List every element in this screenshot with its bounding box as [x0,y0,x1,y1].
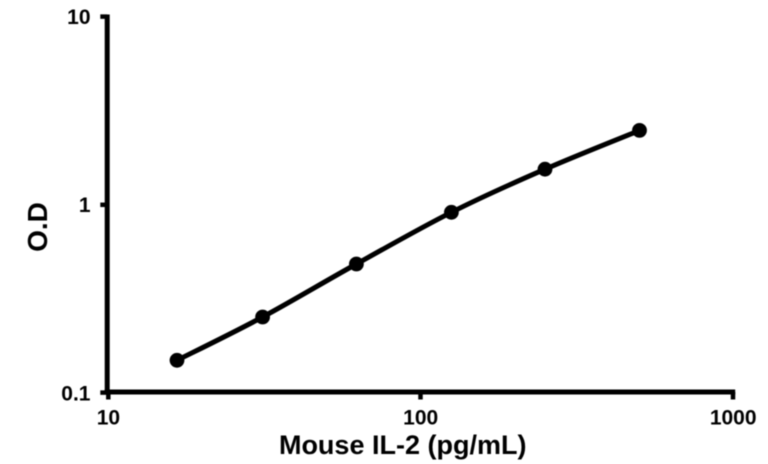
svg-text:0.1: 0.1 [61,382,91,405]
svg-text:O.D: O.D [22,202,53,252]
svg-text:10: 10 [67,6,90,29]
svg-text:100: 100 [403,407,438,430]
svg-text:Mouse IL-2 (pg/mL): Mouse IL-2 (pg/mL) [279,430,526,460]
svg-text:1000: 1000 [710,407,757,430]
svg-text:10: 10 [97,407,120,430]
svg-text:1: 1 [79,194,91,217]
